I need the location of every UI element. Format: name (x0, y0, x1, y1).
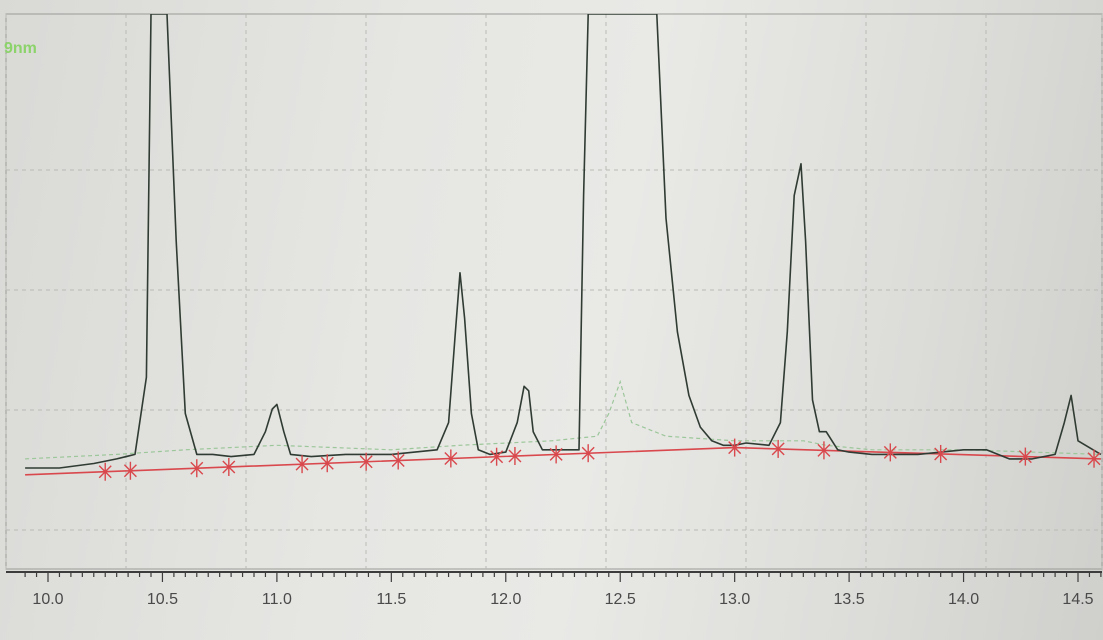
integration-marker (934, 444, 948, 463)
integration-marker-stroke (549, 447, 563, 461)
secondary-trace-line (25, 379, 1101, 460)
signal-trace-line (25, 14, 1102, 469)
trace-layer (25, 14, 1102, 476)
integration-marker (1018, 447, 1032, 466)
integration-marker-stroke (817, 443, 831, 457)
plot-frame (5, 13, 1103, 570)
x-tick-label: 10.5 (147, 591, 178, 608)
x-tick-label: 11.5 (376, 591, 406, 608)
integration-marker-stroke (1087, 452, 1101, 466)
integration-marker-stroke (320, 456, 334, 470)
integration-marker (508, 447, 522, 466)
integration-marker-stroke (1018, 450, 1032, 464)
integration-marker (123, 461, 137, 480)
integration-marker (190, 459, 204, 478)
x-axis: 10.0 10.5 11.0 11.5 12.0 12.5 13.0 13.5 14.0 14.5 (6, 571, 1102, 608)
integration-marker (1087, 449, 1101, 468)
integration-marker-stroke (222, 460, 236, 474)
grid-layer (5, 14, 1103, 569)
integration-marker (295, 455, 309, 474)
integration-marker (581, 444, 595, 463)
x-tick-label: 11.0 (262, 591, 292, 608)
integration-marker (549, 445, 563, 464)
integration-marker-stroke (359, 455, 373, 469)
integration-marker (490, 447, 504, 466)
integration-marker-stroke (295, 457, 309, 471)
integration-marker-stroke (391, 453, 405, 467)
integration-marker-stroke (581, 446, 595, 460)
integration-marker (320, 454, 334, 473)
integration-marker-stroke (98, 465, 112, 479)
x-tick-label: 13.0 (719, 591, 750, 608)
integration-marker (444, 449, 458, 468)
x-tick-label: 10.0 (32, 591, 63, 608)
integration-marker-stroke (771, 442, 785, 456)
integration-marker-stroke (508, 449, 522, 463)
x-tick-label: 12.5 (605, 591, 636, 608)
integration-marker (883, 443, 897, 462)
x-tick-label: 12.0 (490, 591, 521, 608)
integration-marker (222, 457, 236, 476)
integration-marker-stroke (444, 451, 458, 465)
integration-marker (98, 462, 112, 481)
integration-marker (728, 438, 742, 457)
integration-marker (771, 439, 785, 458)
integration-marker-stroke (190, 461, 204, 475)
integration-marker (359, 452, 373, 471)
x-tick-label: 14.0 (948, 591, 979, 608)
integration-marker (817, 441, 831, 460)
integration-marker-stroke (123, 464, 137, 478)
x-tick-label: 14.5 (1062, 591, 1093, 608)
integration-marker-stroke (728, 441, 742, 455)
channel-label: 9nm (4, 40, 37, 57)
integration-marker-stroke (934, 447, 948, 461)
x-tick-label: 13.5 (834, 591, 865, 608)
integration-marker-stroke (883, 445, 897, 459)
integration-marker (391, 451, 405, 470)
integration-marker-stroke (490, 450, 504, 464)
marker-layer (98, 438, 1101, 481)
